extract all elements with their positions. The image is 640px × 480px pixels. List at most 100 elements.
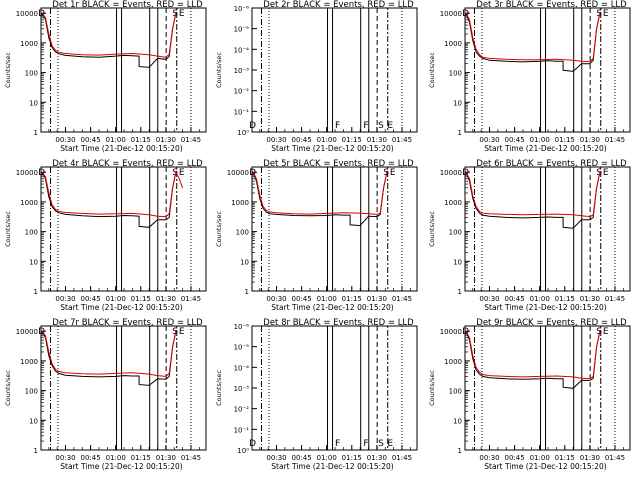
x-tick-label: 01:15 (555, 295, 575, 303)
x-tick-label: 01:15 (131, 295, 151, 303)
y-tick-label: 1 (458, 447, 462, 455)
flag-label: E (603, 168, 609, 178)
y-axis-label: Counts/sec (215, 211, 223, 247)
x-axis-label: Start Time (21-Dec-12 00:15:20) (60, 144, 182, 153)
chart-panel-3: Det 3r BLACK = Events, RED = LLD Counts/s… (428, 0, 631, 153)
x-tick-label: 01:00 (106, 295, 126, 303)
chart-title: Det 4r BLACK = Events, RED = LLD (52, 159, 203, 169)
y-tick-label: 1000 (231, 199, 249, 207)
lld-series-line (41, 12, 177, 58)
flag-label: E (390, 168, 396, 178)
y-axis-label: Counts/sec (428, 52, 436, 88)
y-tick-label: 10 (29, 99, 38, 107)
y-tick-label: 10⁻³ (234, 67, 250, 75)
x-tick-label: 01:30 (156, 454, 176, 462)
y-tick-label: 10 (29, 258, 38, 266)
y-tick-label: 1000 (20, 358, 38, 366)
flag-label: F (335, 439, 340, 449)
flag-label: D (249, 121, 256, 131)
flag-label: S (172, 327, 178, 337)
events-series-line (465, 172, 601, 229)
flag-label: S (378, 439, 384, 449)
y-tick-label: 1000 (20, 199, 38, 207)
flag-label: D (462, 327, 469, 337)
flag-label: F (363, 121, 368, 131)
chart-panel-4: Det 4r BLACK = Events, RED = LLD Counts/s… (4, 159, 207, 312)
plot-frame (251, 325, 418, 451)
y-tick-label: 100 (25, 70, 38, 78)
y-tick-label: 10⁻² (234, 88, 250, 96)
x-tick-label: 00:45 (81, 136, 101, 144)
x-tick-label: 01:30 (367, 454, 387, 462)
x-tick-label: 01:15 (555, 454, 575, 462)
flag-label: D (249, 439, 256, 449)
y-tick-label: 10 (240, 258, 249, 266)
chart-panel-7: Det 7r BLACK = Events, RED = LLD Counts/s… (4, 318, 207, 471)
x-tick-label: 00:30 (55, 454, 75, 462)
x-tick-label: 00:30 (479, 454, 499, 462)
x-tick-label: 01:30 (580, 454, 600, 462)
plot-frame (40, 325, 207, 451)
y-tick-label: 100 (449, 229, 462, 237)
x-tick-label: 01:15 (342, 136, 362, 144)
flag-label: S (596, 327, 602, 337)
x-axis-label: Start Time (21-Dec-12 00:15:20) (60, 303, 182, 312)
y-axis-label: Counts/sec (215, 370, 223, 406)
y-tick-label: 10000 (440, 10, 462, 18)
y-tick-label: 1000 (444, 199, 462, 207)
flag-label: D (462, 9, 469, 19)
y-tick-label: 100 (25, 388, 38, 396)
x-tick-label: 01:15 (555, 136, 575, 144)
y-tick-label: 1 (245, 288, 249, 296)
y-tick-label: 10⁻⁶ (234, 323, 250, 331)
events-series-line (41, 12, 177, 68)
flag-label: E (603, 9, 609, 19)
plot-frame (464, 7, 631, 133)
x-tick-label: 00:30 (55, 295, 75, 303)
chart-title: Det 3r BLACK = Events, RED = LLD (476, 0, 627, 10)
x-tick-label: 00:45 (292, 454, 312, 462)
y-tick-label: 1 (34, 447, 38, 455)
x-tick-label: 01:45 (181, 454, 201, 462)
chart-title: Det 7r BLACK = Events, RED = LLD (52, 318, 203, 328)
y-tick-label: 10⁻⁵ (234, 344, 250, 352)
x-axis-label: Start Time (21-Dec-12 00:15:20) (271, 144, 393, 153)
y-tick-label: 10000 (16, 328, 38, 336)
flag-label: F (335, 121, 340, 131)
chart-panel-8: Det 8r BLACK = Events, RED = LLD Counts/s… (215, 318, 418, 471)
x-tick-label: 01:45 (392, 454, 412, 462)
plot-frame (464, 166, 631, 292)
y-tick-label: 10⁰ (237, 447, 249, 455)
chart-panel-6: Det 6r BLACK = Events, RED = LLD Counts/s… (428, 159, 631, 312)
x-tick-label: 01:45 (605, 454, 625, 462)
chart-panel-1: Det 1r BLACK = Events, RED = LLD Counts/s… (4, 0, 207, 153)
events-series-line (465, 331, 601, 389)
x-axis-label: Start Time (21-Dec-12 00:15:20) (484, 303, 606, 312)
y-tick-label: 1000 (444, 358, 462, 366)
x-tick-label: 01:45 (392, 136, 412, 144)
y-tick-label: 10000 (440, 169, 462, 177)
y-axis-label: Counts/sec (215, 52, 223, 88)
y-tick-label: 10⁻⁴ (234, 46, 250, 54)
x-tick-label: 01:30 (156, 136, 176, 144)
flag-label: D (249, 168, 256, 178)
plot-frame (40, 7, 207, 133)
flag-label: S (172, 168, 178, 178)
x-tick-label: 01:45 (181, 295, 201, 303)
y-axis-label: Counts/sec (4, 211, 12, 247)
chart-panel-2: Det 2r BLACK = Events, RED = LLD Counts/s… (215, 0, 418, 153)
y-axis-label: Counts/sec (428, 370, 436, 406)
flag-label: E (387, 439, 393, 449)
events-series-line (41, 330, 177, 386)
flag-label: S (172, 9, 178, 19)
y-tick-label: 100 (25, 229, 38, 237)
flag-label: F (363, 439, 368, 449)
y-tick-label: 1 (34, 288, 38, 296)
x-tick-label: 00:30 (266, 295, 286, 303)
flag-label: S (596, 168, 602, 178)
y-tick-label: 10 (29, 417, 38, 425)
x-tick-label: 00:45 (505, 454, 525, 462)
x-tick-label: 01:00 (106, 136, 126, 144)
y-tick-label: 10000 (16, 169, 38, 177)
chart-title: Det 2r BLACK = Events, RED = LLD (263, 0, 414, 10)
